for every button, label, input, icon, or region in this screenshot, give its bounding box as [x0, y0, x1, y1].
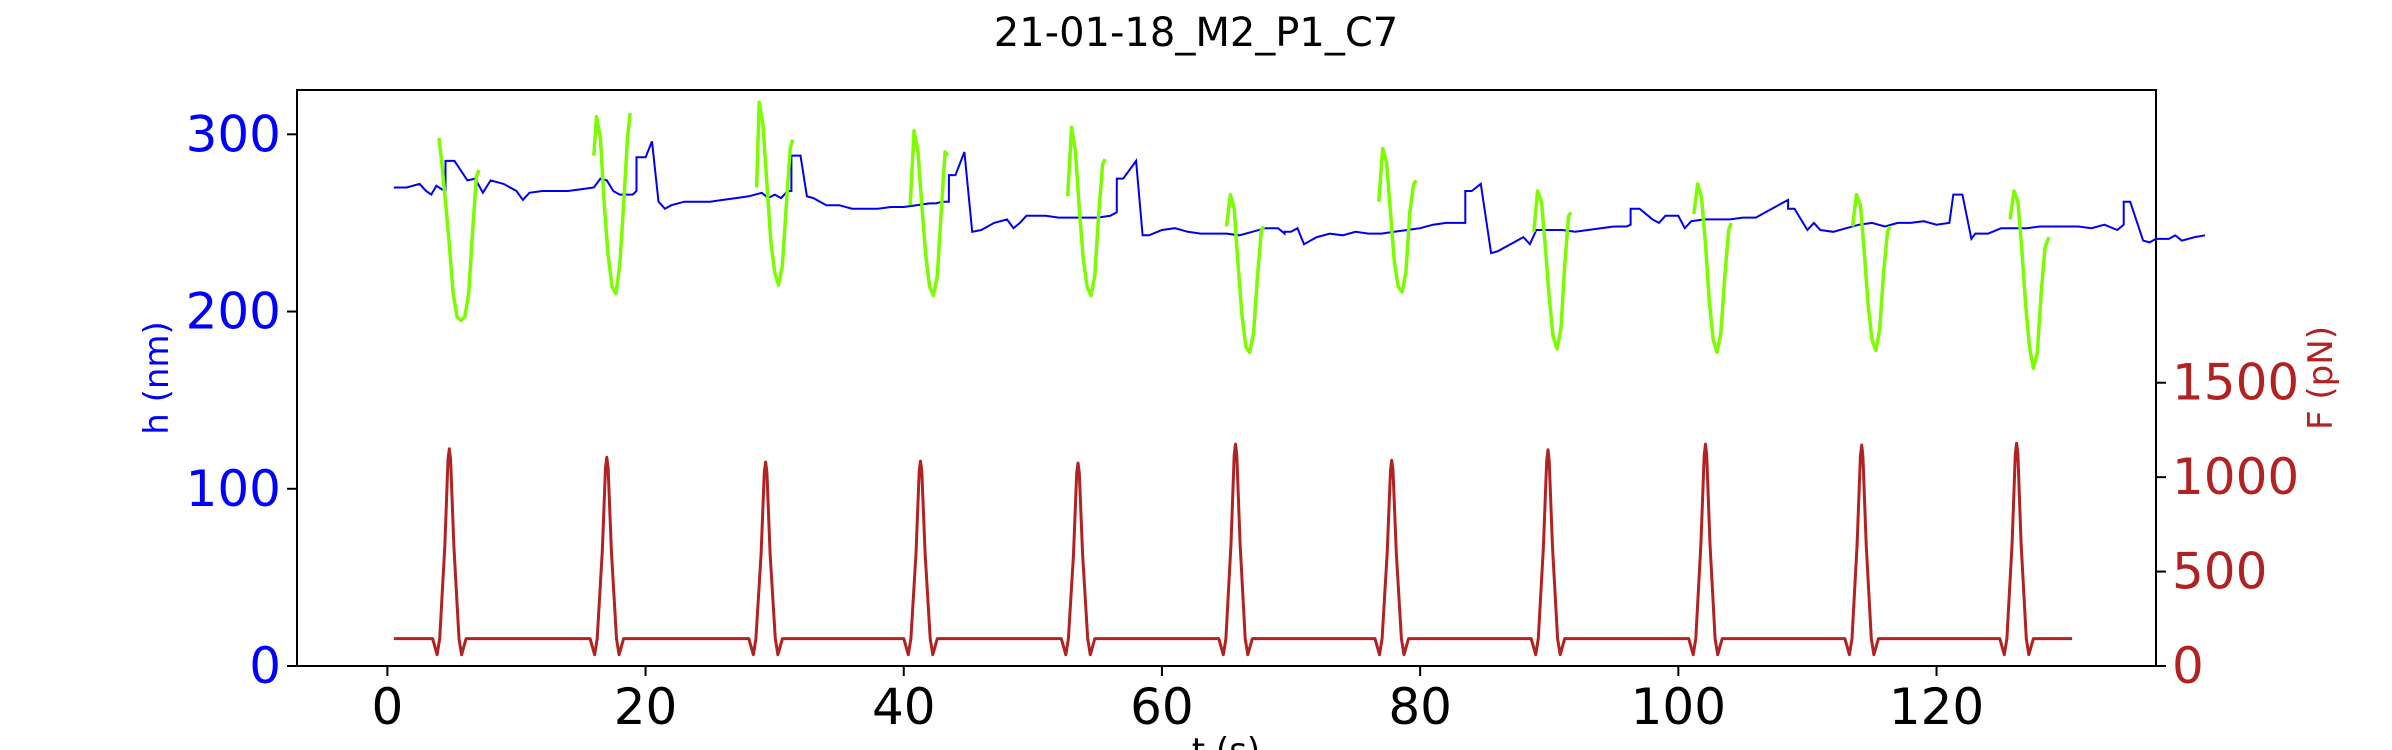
x-tick-label: 120 [1889, 678, 1984, 736]
x-axis-label: t (s) [1192, 731, 1260, 750]
x-tick-label: 40 [872, 678, 936, 736]
y-left-tick-label: 0 [249, 637, 281, 695]
x-tick-label: 60 [1130, 678, 1194, 736]
height-baseline-line [393, 141, 2206, 255]
y-axis-label-left: h (nm) [137, 321, 177, 435]
height-pulse-segment-10 [1850, 192, 1892, 353]
x-tick-label: 20 [614, 678, 678, 736]
height-pulse-segment-3 [754, 100, 795, 287]
chart-title: 21-01-18_M2_P1_C7 [994, 10, 1398, 56]
height-pulse-segment-1 [437, 137, 481, 323]
y-right-tick-label: 0 [2172, 637, 2204, 695]
height-pulse-segment-2 [592, 112, 632, 296]
height-pulse-segment-11 [2008, 189, 2051, 371]
height-pulse-segment-9 [1692, 182, 1733, 355]
axis-layer: 0 20 40 60 80 100 120 0 100 200 300 0 500 1000 1500 [186, 105, 2300, 736]
y-left-tick-label: 100 [186, 460, 281, 518]
plot-frame [296, 89, 2157, 667]
y-left-tick-label: 200 [186, 283, 281, 341]
height-pulse-segment-6 [1224, 192, 1266, 355]
x-tick-label: 80 [1388, 678, 1452, 736]
height-pulse-segment-4 [908, 129, 950, 298]
height-pulse-segment-5 [1065, 125, 1107, 298]
y-right-tick-label: 500 [2172, 543, 2267, 601]
y-left-tick-label: 300 [186, 105, 281, 163]
force-line [393, 441, 2073, 657]
y-axis-label-right: F (pN) [2301, 326, 2341, 430]
series-layer [393, 100, 2206, 657]
y-right-tick-label: 1500 [2172, 354, 2299, 412]
x-tick-label: 0 [371, 678, 403, 736]
height-pulse-segment-7 [1377, 146, 1418, 294]
height-pulse-segment-8 [1532, 189, 1573, 351]
x-tick-label: 100 [1631, 678, 1726, 736]
y-right-tick-label: 1000 [2172, 448, 2299, 506]
